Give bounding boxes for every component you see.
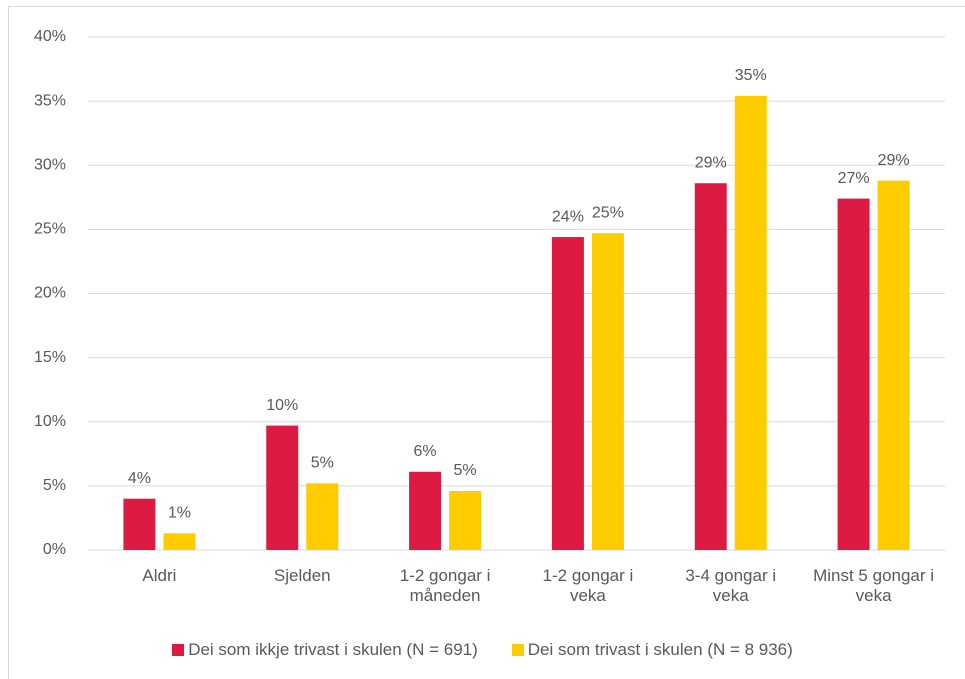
y-tick-label: 20%: [34, 285, 66, 302]
legend-label: Dei som ikkje trivast i skulen (N = 691): [188, 640, 478, 659]
data-label: 35%: [735, 67, 767, 84]
data-label: 4%: [128, 470, 151, 487]
legend-swatch: [172, 644, 185, 656]
data-label: 25%: [592, 204, 624, 221]
chart-frame: [8, 6, 965, 679]
y-tick-label: 0%: [43, 541, 66, 558]
bar: [163, 533, 196, 550]
bar: [591, 233, 624, 550]
bar: [123, 498, 156, 550]
bar: [551, 237, 584, 550]
data-label: 5%: [454, 462, 477, 479]
data-label: 24%: [552, 208, 584, 225]
x-tick-label: 1-2 gongar i veka: [542, 566, 634, 605]
legend-label: Dei som trivast i skulen (N = 8 936): [527, 640, 793, 659]
bar: [266, 425, 299, 550]
y-tick-label: 10%: [34, 413, 66, 430]
data-label: 27%: [838, 170, 870, 187]
x-tick-label: Sjelden: [273, 566, 331, 585]
y-tick-label: 15%: [34, 349, 66, 366]
bar: [449, 491, 482, 550]
x-tick-label: 3-4 gongar i veka: [685, 566, 777, 605]
data-label: 6%: [414, 443, 437, 460]
y-tick-label: 5%: [43, 477, 66, 494]
y-tick-label: 40%: [34, 28, 66, 45]
bar: [877, 180, 910, 550]
bar: [409, 471, 442, 550]
y-tick-label: 30%: [34, 156, 66, 173]
data-label: 29%: [878, 152, 910, 169]
x-tick-label: Aldri: [142, 566, 177, 585]
y-tick-label: 25%: [34, 221, 66, 238]
y-tick-label: 35%: [34, 92, 66, 109]
legend-item: Dei som ikkje trivast i skulen (N = 691): [172, 640, 478, 660]
data-label: 1%: [168, 505, 191, 522]
legend-item: Dei som trivast i skulen (N = 8 936): [511, 640, 793, 660]
bar: [694, 183, 727, 550]
data-label: 10%: [266, 397, 298, 414]
x-tick-label: Minst 5 gongar i veka: [813, 566, 935, 605]
bar: [837, 198, 870, 550]
bar: [734, 95, 767, 551]
bar: [306, 483, 339, 550]
legend-swatch: [511, 644, 524, 656]
legend: Dei som ikkje trivast i skulen (N = 691)…: [0, 640, 965, 660]
data-label: 29%: [695, 154, 727, 171]
x-tick-label: 1-2 gongar i måneden: [399, 566, 491, 605]
data-label: 5%: [311, 455, 334, 472]
